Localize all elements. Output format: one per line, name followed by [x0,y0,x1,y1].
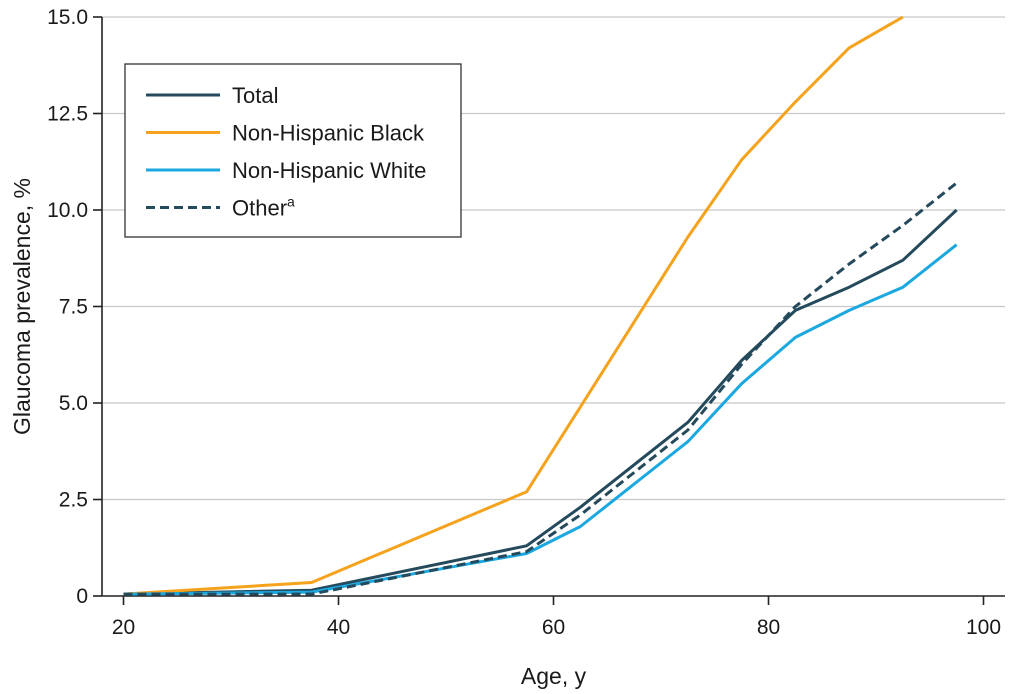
x-tick-label: 60 [542,616,565,639]
y-tick-label: 10.0 [47,199,88,222]
legend-label: Total [232,83,278,108]
y-tick-label: 15.0 [47,6,88,29]
y-tick-label: 7.5 [59,296,88,319]
legend-box [124,63,462,238]
series-lines [123,15,958,596]
x-tick-label: 40 [327,616,350,639]
legend-label: Non-Hispanic Black [232,121,425,146]
x-axis-ticks: 20 40 60 80 100 [112,596,1001,639]
legend-label: Othera [232,194,295,221]
legend-superscript: a [287,194,295,210]
legend-label: Non-Hispanic White [232,158,426,183]
legend: Total Non-Hispanic Black Non-Hispanic Whit… [124,63,462,238]
x-axis-title: Age, y [521,663,587,689]
y-axis-title: Glaucoma prevalence, % [9,178,35,435]
series-line-other [123,181,958,596]
x-tick-label: 20 [112,616,135,639]
y-tick-label: 0 [76,585,88,608]
x-tick-label: 100 [966,616,1001,639]
series-line-total [123,208,958,596]
series-line-non-hispanic-black [123,15,904,596]
x-tick-label: 80 [757,616,780,639]
y-axis-ticks: 0 2.5 5.0 7.5 10.0 12.5 15.0 [47,6,102,608]
y-tick-label: 12.5 [47,103,88,126]
y-tick-label: 2.5 [59,489,88,512]
y-tick-label: 5.0 [59,392,88,415]
